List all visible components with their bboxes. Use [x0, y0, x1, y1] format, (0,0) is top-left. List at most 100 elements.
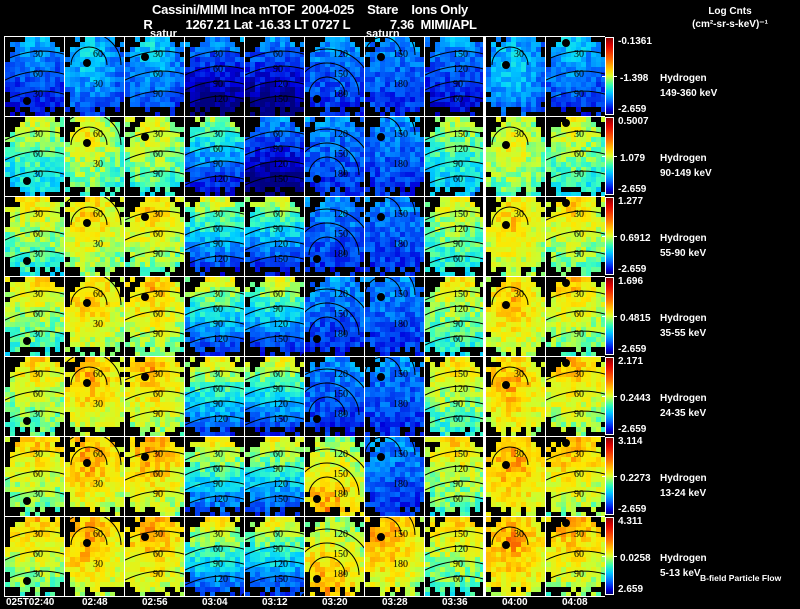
heatmap-cell — [586, 117, 591, 122]
heatmap-cell — [541, 137, 545, 142]
heatmap-cell — [345, 242, 350, 247]
heatmap-cell — [330, 122, 335, 127]
heatmap-cell — [155, 62, 160, 67]
heatmap-cell — [50, 187, 55, 192]
heatmap-cell — [440, 242, 445, 247]
saturn-marker — [502, 61, 510, 69]
heatmap-cell — [110, 202, 115, 207]
heatmap-cell — [315, 247, 320, 252]
heatmap-cell — [100, 42, 105, 47]
heatmap-panel: 30 — [486, 196, 545, 276]
heatmap-cell — [210, 87, 215, 92]
heatmap-cell — [265, 157, 270, 162]
contour-label: 150 — [273, 94, 288, 105]
heatmap-cell — [10, 142, 15, 147]
heatmap-cell — [380, 82, 385, 87]
heatmap-cell — [491, 57, 496, 62]
heatmap-cell — [591, 167, 596, 172]
heatmap-cell — [40, 42, 45, 47]
heatmap-cell — [35, 82, 40, 87]
heatmap-cell — [80, 57, 85, 62]
heatmap-cell — [160, 132, 165, 137]
heatmap-cell — [35, 187, 40, 192]
heatmap-cell — [245, 187, 250, 192]
heatmap-cell — [390, 232, 395, 237]
heatmap-cell — [536, 97, 541, 102]
heatmap-cell — [220, 232, 225, 237]
heatmap-cell — [285, 257, 290, 262]
heatmap-cell — [460, 97, 465, 102]
heatmap-cell — [75, 62, 80, 67]
heatmap-cell — [310, 142, 315, 147]
heatmap-cell — [501, 92, 506, 97]
heatmap-cell — [190, 262, 195, 267]
heatmap-cell — [145, 72, 150, 77]
heatmap-cell — [465, 142, 470, 147]
heatmap-cell — [345, 122, 350, 127]
heatmap-cell — [591, 202, 596, 207]
heatmap-cell — [581, 142, 586, 147]
heatmap-cell — [45, 197, 50, 202]
heatmap-cell — [561, 57, 566, 62]
heatmap-cell — [55, 177, 60, 182]
heatmap-cell — [576, 222, 581, 227]
contour-label: 30 — [213, 49, 223, 60]
heatmap-cell — [40, 157, 45, 162]
heatmap-cell — [220, 122, 225, 127]
heatmap-cell — [581, 127, 586, 132]
heatmap-cell — [425, 42, 430, 47]
heatmap-cell — [35, 272, 40, 276]
heatmap-cell — [445, 222, 450, 227]
heatmap-cell — [370, 182, 375, 187]
heatmap-cell — [265, 137, 270, 142]
heatmap-cell — [335, 152, 340, 157]
heatmap-cell — [210, 172, 215, 177]
heatmap-cell — [155, 162, 160, 167]
heatmap-cell — [175, 167, 180, 172]
heatmap-cell — [125, 62, 130, 67]
heatmap-cell — [390, 77, 395, 82]
heatmap-cell — [511, 92, 516, 97]
heatmap-cell — [551, 237, 556, 242]
heatmap-cell — [390, 67, 395, 72]
heatmap-cell — [345, 257, 350, 262]
heatmap-cell — [516, 77, 521, 82]
heatmap-cell — [30, 122, 35, 127]
heatmap-cell — [561, 192, 566, 196]
heatmap-cell — [260, 182, 265, 187]
heatmap-cell — [460, 107, 465, 112]
heatmap-cell — [95, 232, 100, 237]
heatmap-cell — [70, 67, 75, 72]
heatmap-cell — [135, 132, 140, 137]
heatmap-cell — [460, 72, 465, 77]
heatmap-cell — [591, 77, 596, 82]
heatmap-cell — [100, 157, 105, 162]
heatmap-cell — [596, 132, 601, 137]
heatmap-cell — [491, 177, 496, 182]
heatmap-cell — [536, 262, 541, 267]
colorbar-units-line1: Log Cnts — [708, 6, 752, 17]
heatmap-cell — [230, 147, 235, 152]
heatmap-cell — [70, 117, 75, 122]
heatmap-cell — [270, 87, 275, 92]
heatmap-cell — [586, 62, 591, 67]
heatmap-cell — [155, 152, 160, 157]
heatmap-cell — [55, 72, 60, 77]
heatmap-cell — [400, 42, 405, 47]
heatmap-cell — [145, 272, 150, 276]
heatmap-cell — [581, 187, 586, 192]
heatmap-cell — [60, 67, 64, 72]
heatmap-cell — [420, 222, 424, 227]
heatmap-cell — [155, 217, 160, 222]
contour-label: 30 — [153, 49, 163, 60]
heatmap-cell — [501, 202, 506, 207]
heatmap-cell — [150, 242, 155, 247]
heatmap-cell — [290, 152, 295, 157]
heatmap-cell — [55, 82, 60, 87]
heatmap-cell — [30, 102, 35, 107]
heatmap-cell — [320, 212, 325, 217]
heatmap-cell — [85, 262, 90, 267]
contour-line — [245, 95, 304, 106]
heatmap-cell — [516, 152, 521, 157]
heatmap-cell — [35, 107, 40, 112]
